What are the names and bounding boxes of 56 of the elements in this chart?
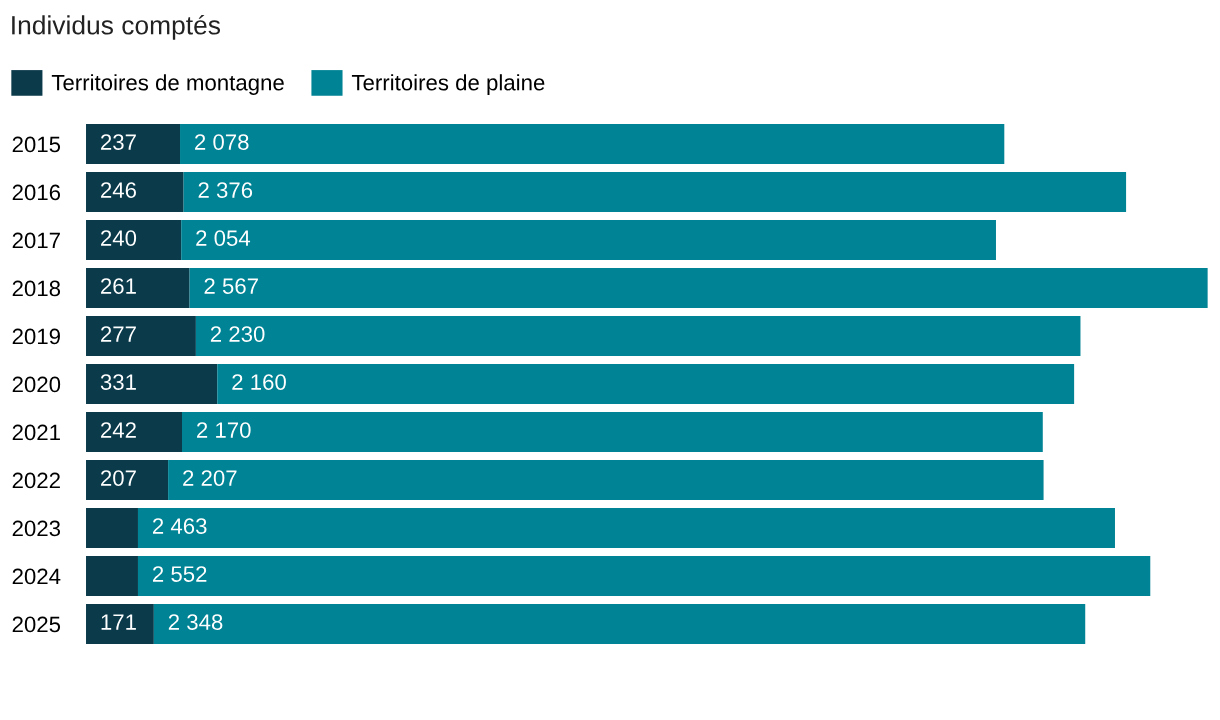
bar	[86, 124, 181, 165]
bar	[168, 460, 1044, 500]
legend-label: Territoires de plaine	[351, 74, 545, 95]
data-label: 2 054	[196, 230, 251, 246]
data-label: 2 348	[168, 614, 223, 630]
data-label: 2 170	[197, 422, 251, 438]
data-label: 171	[101, 614, 136, 630]
bar	[86, 460, 169, 500]
data-label: 2 078	[195, 134, 249, 150]
data-label: 2 463	[152, 518, 207, 534]
data-label: 242	[101, 422, 136, 438]
bar	[86, 268, 190, 309]
data-label: 2 552	[152, 566, 207, 582]
bar	[195, 316, 1081, 357]
bar	[180, 124, 1005, 165]
data-label: 277	[101, 326, 136, 342]
y-tick-label: 2015	[12, 136, 61, 153]
bar	[183, 172, 1127, 213]
bar	[217, 364, 1075, 404]
data-label: 2 230	[210, 326, 265, 342]
y-tick-label: 2021	[12, 424, 60, 441]
bar	[137, 508, 1115, 548]
data-label: 2 160	[232, 374, 286, 390]
y-tick-label: 2023	[12, 520, 61, 537]
data-label: 207	[101, 470, 136, 486]
y-tick-label: 2019	[12, 328, 60, 345]
legend-label: Territoires de montagne	[51, 74, 284, 95]
bar	[86, 412, 182, 452]
bar	[86, 556, 138, 596]
bar	[86, 604, 154, 644]
data-label: 331	[100, 374, 136, 390]
y-tick-label: 2017	[12, 232, 60, 249]
bar	[153, 604, 1086, 644]
y-tick-label: 2016	[12, 184, 61, 201]
bar	[182, 412, 1043, 452]
y-tick-label: 2020	[12, 376, 61, 393]
data-label: 240	[101, 230, 137, 246]
data-label: 2 567	[204, 278, 258, 294]
y-tick-label: 2025	[12, 616, 61, 633]
bar	[86, 316, 196, 357]
y-tick-label: 2018	[12, 280, 61, 297]
data-label: 237	[101, 134, 136, 150]
data-label: 2 207	[183, 470, 237, 486]
chart-title: Individus comptés	[12, 14, 221, 40]
bar	[137, 556, 1151, 596]
y-tick-label: 2022	[12, 472, 60, 489]
bar	[189, 268, 1208, 309]
data-label: 2 376	[198, 182, 253, 198]
bar	[86, 172, 184, 213]
data-label: 261	[101, 278, 136, 294]
bar	[86, 364, 218, 404]
bar	[86, 508, 138, 548]
bar	[181, 220, 996, 261]
y-tick-label: 2024	[12, 568, 61, 585]
bar	[86, 220, 182, 261]
data-label: 246	[101, 182, 136, 198]
